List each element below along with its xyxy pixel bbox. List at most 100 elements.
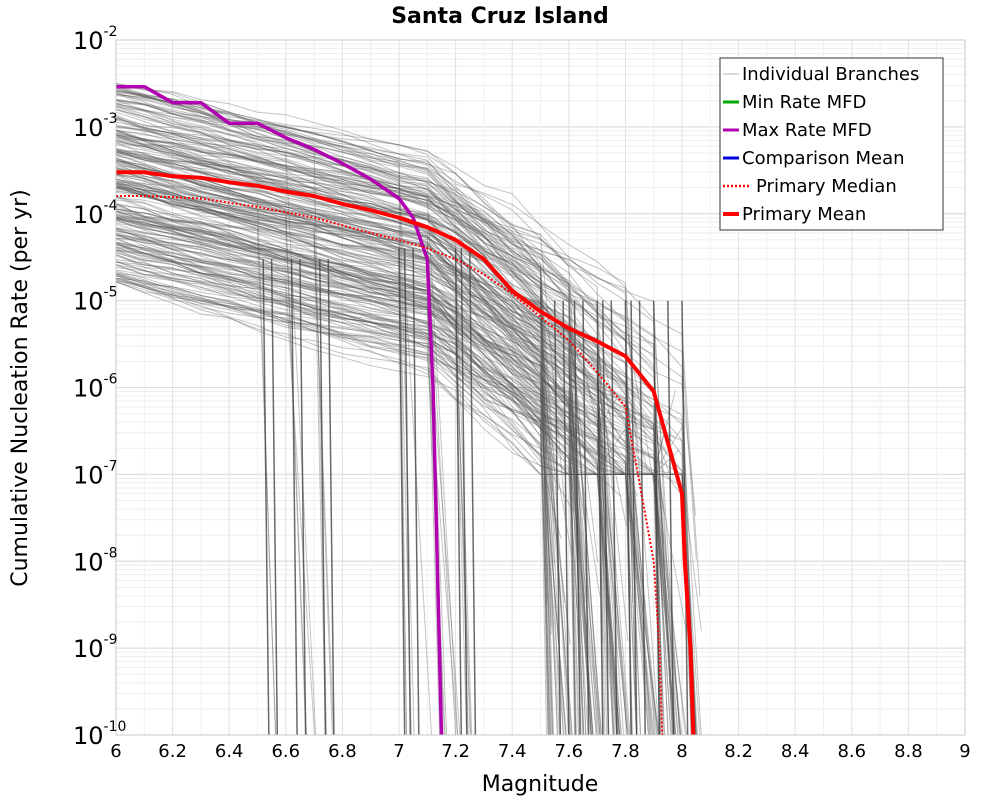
branch-line [115, 247, 566, 736]
branch-line [115, 174, 592, 736]
x-tick-label: 6.8 [328, 741, 357, 762]
branch-line [115, 199, 553, 492]
x-tick-label: 6 [110, 741, 121, 762]
branch-line [115, 102, 598, 736]
x-tick-label: 8.8 [894, 741, 923, 762]
branch-line [115, 251, 551, 736]
branch-line [115, 134, 615, 490]
branch-cutoff-line [469, 248, 477, 736]
branch-line [115, 277, 676, 475]
branch-line [115, 238, 697, 736]
branch-line [115, 87, 561, 736]
branch-line [115, 124, 568, 405]
branch-line [115, 116, 629, 642]
legend-label: Comparison Mean [742, 148, 905, 169]
branch-line [115, 174, 577, 736]
branch-cutoff-line [596, 300, 604, 736]
branch-line [115, 168, 681, 736]
branch-line [115, 281, 619, 736]
branch-line [115, 82, 655, 483]
branch-cutoff-line [454, 248, 463, 736]
branch-line [115, 184, 552, 628]
branch-line [115, 130, 459, 736]
y-tick-label: 10-4 [73, 198, 118, 229]
branch-line [115, 254, 683, 736]
branch-line [115, 243, 649, 736]
branch-line [115, 278, 659, 736]
branch-line [115, 273, 568, 462]
branch-line [115, 155, 554, 736]
x-tick-label: 8.6 [837, 741, 866, 762]
y-axis-label: Cumulative Nucleation Rate (per yr) [8, 189, 33, 587]
branch-line [115, 148, 602, 736]
branch-line [115, 269, 567, 736]
branch-line [115, 161, 457, 736]
branch-line [115, 135, 592, 736]
branch-cutoff-line [262, 259, 270, 736]
branch-line [115, 227, 620, 736]
legend-label: Individual Branches [742, 64, 919, 85]
branch-line [115, 153, 661, 736]
branch-cutoff-line [667, 300, 675, 736]
branch-line [115, 217, 575, 736]
branch-line [115, 267, 637, 736]
branch-line [115, 250, 592, 736]
branch-cutoff-line [610, 300, 618, 736]
branch-cutoff-line [582, 300, 590, 736]
branch-line [115, 125, 576, 736]
branch-line [115, 253, 548, 602]
branch-line [115, 167, 676, 438]
x-tick-label: 8 [676, 741, 687, 762]
branch-line [115, 205, 568, 429]
branch-line [115, 229, 612, 545]
branch-line [115, 119, 638, 736]
branch-line [115, 243, 579, 736]
branch-line [115, 278, 606, 456]
branch-line [115, 246, 620, 736]
branch-line [115, 141, 665, 514]
branch-line [115, 105, 558, 736]
branch-line [115, 131, 630, 736]
branch-line [115, 210, 621, 736]
branch-line [115, 150, 608, 736]
branch-line [115, 244, 559, 736]
legend: Individual Branches Min Rate MFD Max Rate … [719, 57, 944, 231]
x-tick-label: 9 [959, 741, 970, 762]
legend-label: Primary Mean [742, 204, 866, 225]
branch-line [115, 162, 276, 736]
branch-line [115, 171, 667, 452]
branch-line [115, 106, 550, 736]
branch-line [115, 280, 446, 736]
branch-line [115, 134, 675, 736]
branch-line [115, 185, 597, 736]
branch-line [115, 218, 617, 432]
y-tick-label: 10-3 [73, 111, 118, 142]
branch-line [115, 89, 601, 736]
branch-line [115, 152, 664, 608]
legend-label: Min Rate MFD [742, 92, 866, 113]
branch-line [115, 241, 578, 609]
branch-line [115, 137, 547, 607]
branch-line [115, 84, 584, 736]
branch-line [115, 178, 587, 736]
branch-cutoff-line [460, 248, 468, 736]
x-tick-label: 7.4 [498, 741, 527, 762]
branch-line [115, 242, 634, 527]
branch-line [115, 190, 551, 402]
branch-line [115, 141, 599, 563]
branch-cutoff-line [398, 248, 406, 736]
y-tick-label: 10-8 [73, 545, 118, 576]
branch-line [115, 219, 594, 736]
branch-line [115, 99, 407, 736]
branch-cutoff-line [553, 300, 562, 736]
chart-title: Santa Cruz Island [391, 4, 609, 29]
branch-line [115, 126, 564, 736]
branch-line [115, 249, 701, 736]
y-tick-label: 10-6 [73, 372, 118, 403]
branch-line [115, 277, 666, 475]
branch-line [115, 279, 666, 736]
branch-cutoff-line [299, 259, 307, 736]
branch-line [115, 208, 622, 736]
branch-line [115, 181, 582, 558]
